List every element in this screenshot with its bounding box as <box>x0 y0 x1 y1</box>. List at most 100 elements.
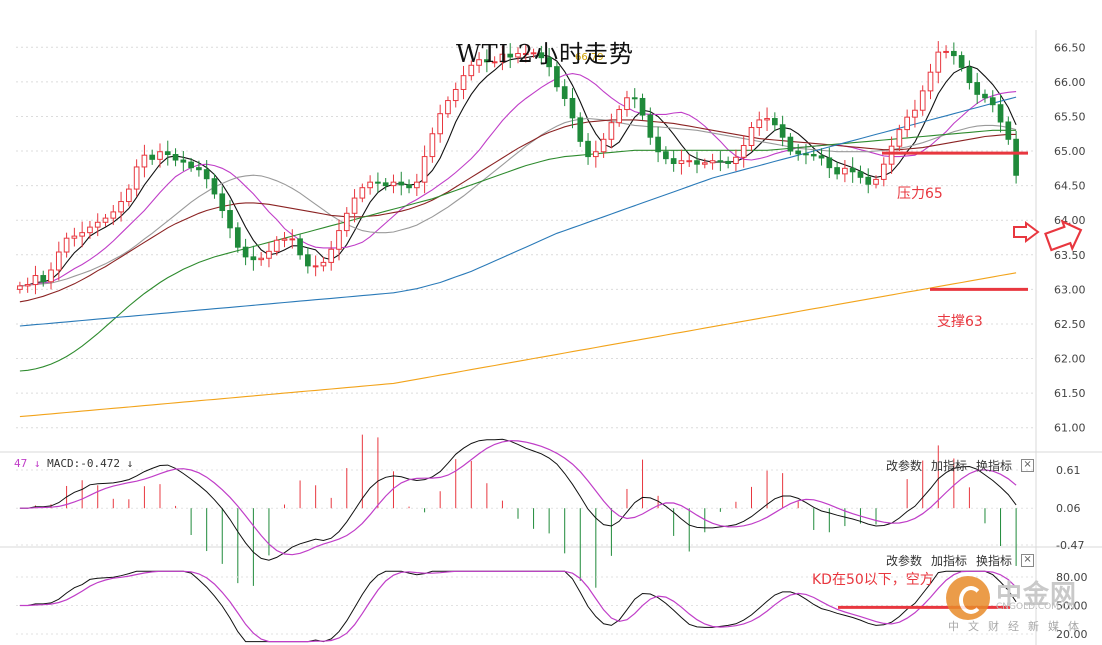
candle-body <box>686 160 693 163</box>
candle-body <box>927 71 934 92</box>
candle-body <box>585 140 591 158</box>
candle-body <box>951 50 957 57</box>
candle-body <box>1005 121 1012 140</box>
candle-body <box>359 187 366 199</box>
candle-body <box>974 82 981 95</box>
candle-body <box>48 269 54 283</box>
candle-body <box>421 156 428 183</box>
candle-body <box>826 157 833 169</box>
candle-body <box>343 212 350 232</box>
candle-body <box>133 166 140 190</box>
candle-body <box>818 155 825 159</box>
candle-body <box>896 129 903 147</box>
candle-body <box>429 133 436 158</box>
candle-body <box>810 154 817 157</box>
macd-tick-label: 0.61 <box>1056 464 1081 477</box>
candle-body <box>40 275 47 283</box>
change-params-button[interactable]: 改参数 <box>886 554 923 568</box>
logo-url: CNGOLD.COM.CN <box>996 602 1075 612</box>
candle-body <box>522 53 529 56</box>
candle-body <box>709 160 716 164</box>
candle-body <box>631 97 638 100</box>
candle-body <box>717 160 724 163</box>
candle-body <box>725 160 731 164</box>
candle-body <box>17 285 23 290</box>
candle-body <box>507 53 514 58</box>
candle-body <box>779 124 786 138</box>
candle-body <box>63 237 70 253</box>
candle-body <box>305 254 311 267</box>
candle-body <box>958 55 965 68</box>
candle-body <box>577 117 584 142</box>
close-icon[interactable]: × <box>1021 554 1035 567</box>
candle-body <box>943 50 949 53</box>
candle-body <box>258 257 264 261</box>
candle-body <box>55 251 62 271</box>
candle-body <box>375 181 381 184</box>
candle-body <box>476 59 482 66</box>
candle-body <box>834 167 840 175</box>
kd-tick-label: 50.00 <box>1056 600 1088 613</box>
price-tick-label: 65.00 <box>1054 145 1086 158</box>
candle-body <box>468 64 475 77</box>
logo-icon <box>946 576 990 620</box>
price-tick-label: 61.50 <box>1054 387 1086 400</box>
candle-body <box>663 151 669 160</box>
price-tick-label: 63.50 <box>1054 249 1086 262</box>
candle-body <box>966 66 973 84</box>
candle-body <box>756 119 763 129</box>
candle-body <box>164 151 171 156</box>
add-indicator-button[interactable]: 加指标 <box>931 554 968 568</box>
macd-panel: 0.61 0.06 -0.47 <box>16 434 1084 588</box>
candle-body <box>694 160 700 165</box>
peak-price-label: 66.79 <box>575 52 604 63</box>
price-tick-label: 64.00 <box>1054 214 1086 227</box>
candle-body <box>647 114 654 138</box>
close-icon[interactable]: × <box>1021 459 1035 472</box>
price-grid <box>0 30 1102 645</box>
kd-toolbar: 改参数 加指标 换指标 × <box>886 552 1035 569</box>
candle-body <box>772 118 778 126</box>
candle-body <box>849 167 856 173</box>
switch-indicator-button[interactable]: 换指标 <box>976 459 1013 473</box>
candle-body <box>592 151 599 158</box>
right-arrow-icons <box>1013 219 1083 252</box>
candle-body <box>670 158 677 164</box>
candle-body <box>398 181 405 186</box>
candle-body <box>413 181 420 189</box>
candle-body <box>935 51 942 73</box>
candle-body <box>701 162 708 165</box>
candle-body <box>499 53 506 63</box>
candle-body <box>157 151 163 160</box>
ma-line-ma250 <box>19 272 1017 418</box>
kd-note-label: KD在50以下，空方 <box>812 572 934 588</box>
candle-body <box>865 176 872 185</box>
switch-indicator-button[interactable]: 换指标 <box>976 554 1013 568</box>
candle-body <box>803 153 809 156</box>
macd-prefix: 47 <box>14 457 28 470</box>
add-indicator-button[interactable]: 加指标 <box>931 459 968 473</box>
price-axis: 66.50 66.00 65.50 65.00 64.50 64.00 63.50 63.00… <box>1054 41 1086 434</box>
arrow-right-icon <box>1044 219 1083 252</box>
candle-body <box>79 232 85 237</box>
candle-body <box>227 210 233 229</box>
macd-header: 47 ↓ MACD:-0.472 ↓ <box>14 457 133 470</box>
candle-body <box>608 122 615 140</box>
candle-body <box>87 226 93 234</box>
candle-body <box>857 171 864 178</box>
kd-tick-label: 20.00 <box>1056 628 1088 641</box>
candle-body <box>639 97 646 116</box>
candle-body <box>904 116 910 131</box>
chart-title: WTI 2小时走势 <box>456 40 635 68</box>
candle-body <box>390 181 397 187</box>
candle-body <box>888 145 895 165</box>
change-params-button[interactable]: 改参数 <box>886 459 923 473</box>
candle-body <box>569 97 576 119</box>
candle-body <box>600 138 607 153</box>
candle-body <box>406 184 412 189</box>
candle-body <box>530 52 537 55</box>
candle-body <box>919 90 926 111</box>
candle-body <box>437 113 444 135</box>
macd-tick-label: 0.06 <box>1056 502 1081 515</box>
candle-body <box>328 248 335 263</box>
